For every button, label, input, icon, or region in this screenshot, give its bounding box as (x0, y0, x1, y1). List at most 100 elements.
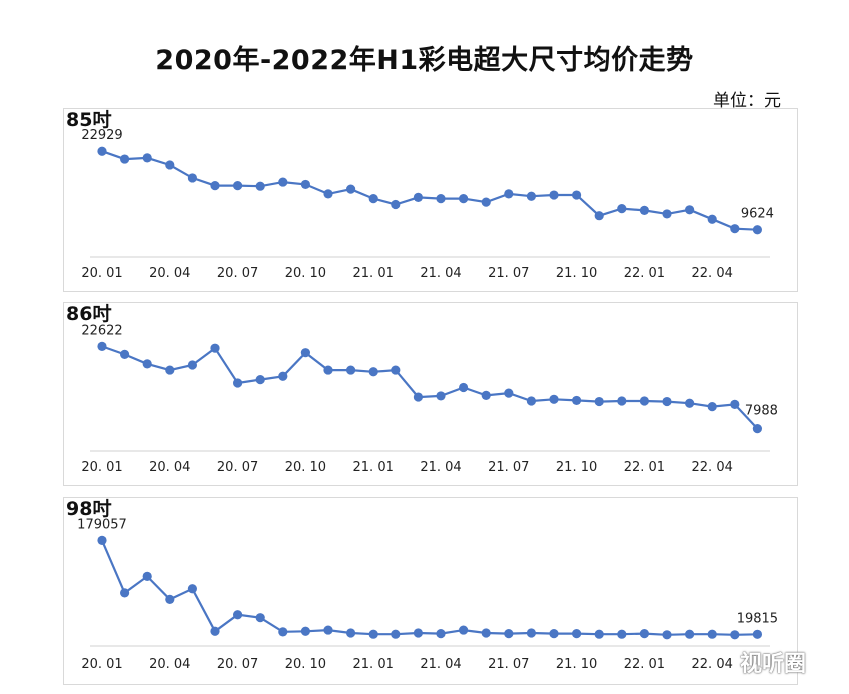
data-point (436, 391, 446, 401)
x-tick-label: 20. 07 (217, 657, 258, 672)
data-point (413, 628, 423, 638)
data-point (504, 629, 514, 639)
panel-label-85: 85吋 (66, 109, 112, 131)
data-point (594, 629, 604, 639)
watermark-text: 视听圈 (740, 652, 807, 677)
data-point (594, 396, 604, 407)
data-point (549, 190, 559, 200)
data-point (707, 629, 717, 639)
x-tick-label: 21. 01 (353, 657, 394, 672)
data-point (278, 627, 288, 637)
data-point (97, 341, 107, 351)
data-point (549, 629, 559, 639)
data-point (730, 399, 740, 409)
data-point (752, 629, 763, 639)
x-tick-label: 22. 04 (692, 657, 733, 672)
data-point (278, 371, 288, 381)
x-tick-label: 20. 04 (149, 657, 190, 672)
x-tick-label: 21. 04 (420, 657, 461, 672)
page-title: 2020年-2022年H1彩电超大尺寸均价走势 (155, 45, 694, 76)
data-point (391, 629, 401, 639)
data-point (346, 628, 356, 638)
data-point (752, 225, 763, 235)
line-chart-85: 20. 01 20. 04 20. 07 20. 10 21. 01 21. 04 21. … (81, 128, 774, 281)
x-tick-label: 20. 01 (81, 657, 122, 672)
x-tick-label: 21. 01 (353, 266, 394, 281)
data-point (323, 189, 333, 199)
data-point (391, 199, 401, 210)
data-point (662, 396, 672, 407)
panel-label-86: 86吋 (66, 303, 112, 325)
x-tick-label: 21. 07 (488, 460, 529, 475)
data-point (481, 197, 491, 207)
data-point (752, 423, 763, 434)
unit-label: 单位：元 (713, 91, 781, 111)
chart-panel-86: 86吋 20. 01 20. 04 20. 07 20. 10 21. 01 21. 04… (63, 302, 798, 486)
data-point (504, 388, 514, 398)
data-point (233, 378, 243, 388)
data-point (233, 181, 243, 191)
data-point (685, 398, 695, 408)
data-point (572, 395, 582, 406)
data-point (481, 390, 491, 400)
data-point (526, 191, 536, 201)
x-tick-label: 20. 01 (81, 266, 122, 281)
data-label: 179057 (77, 517, 127, 532)
data-point (142, 571, 152, 581)
data-point (459, 625, 469, 635)
data-point (391, 365, 401, 375)
data-point (165, 594, 175, 604)
data-point (730, 630, 740, 640)
data-point (97, 535, 107, 545)
data-point (120, 349, 130, 359)
x-tick-label: 20. 10 (285, 266, 326, 281)
x-tick-label: 20. 04 (149, 460, 190, 475)
data-point (572, 629, 582, 639)
data-point (120, 154, 130, 164)
data-point (459, 193, 469, 204)
data-point (730, 224, 740, 234)
x-tick-label: 20. 10 (285, 657, 326, 672)
data-point (255, 181, 265, 191)
data-label: 7988 (745, 404, 778, 419)
data-point (278, 177, 288, 187)
data-point (368, 367, 378, 377)
data-point (504, 189, 514, 199)
data-point (594, 211, 604, 221)
x-tick-label: 22. 01 (624, 266, 665, 281)
data-point (549, 394, 559, 404)
data-point (639, 629, 650, 639)
x-tick-label: 21. 07 (488, 266, 529, 281)
data-point (572, 190, 582, 200)
series-line (100, 539, 758, 636)
data-point (413, 192, 423, 203)
chart-panel-98: 98吋 20. 01 20. 04 20. 07 20. 10 21. 01 21. 04… (63, 497, 798, 685)
data-point (165, 365, 175, 375)
x-tick-label: 21. 01 (353, 460, 394, 475)
data-point (639, 205, 650, 215)
data-point (233, 610, 243, 620)
line-chart-98: 20. 01 20. 04 20. 07 20. 10 21. 01 21. 04 21. … (77, 517, 778, 672)
data-point (459, 382, 469, 393)
panel-label-98: 98吋 (66, 498, 112, 520)
data-label: 9624 (741, 207, 774, 222)
data-point (368, 629, 378, 639)
data-point (526, 628, 536, 638)
series-line (101, 345, 759, 430)
data-point (413, 392, 423, 402)
data-point (210, 343, 220, 353)
data-point (662, 630, 672, 640)
x-tick-label: 22. 01 (624, 657, 665, 672)
data-point (142, 153, 152, 163)
data-point (617, 396, 627, 406)
data-point (617, 204, 627, 214)
data-point (685, 629, 695, 639)
x-tick-label: 20. 04 (149, 266, 190, 281)
data-point (187, 173, 197, 183)
x-tick-label: 21. 10 (556, 266, 597, 281)
data-point (255, 375, 265, 385)
data-point (346, 365, 356, 375)
x-tick-label: 22. 01 (624, 460, 665, 475)
data-point (481, 628, 491, 638)
data-point (142, 359, 152, 369)
